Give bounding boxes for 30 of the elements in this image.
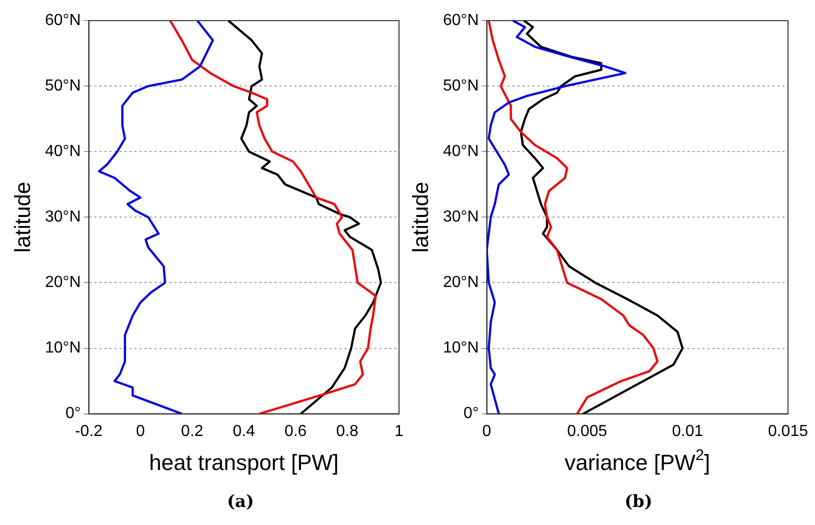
x-tick-label: 1 — [394, 422, 404, 440]
y-tick-label: 30°N — [45, 208, 81, 226]
y-tick-label: 0° — [65, 405, 81, 422]
y-tick-label: 0° — [463, 405, 479, 422]
y-tick-label: 50°N — [443, 78, 479, 95]
x-tick-label: 0 — [482, 422, 492, 440]
x-tick-label: 0.005 — [567, 422, 608, 440]
text: (a) — [226, 492, 256, 512]
y-tick-label: 20°N — [45, 274, 81, 292]
y-tick-label: 40°N — [443, 143, 479, 160]
y-axis-title: latitude — [10, 182, 35, 253]
y-tick-label: 40°N — [45, 143, 81, 160]
y-tick-label: 50°N — [45, 78, 81, 95]
x-tick-label: 0.6 — [284, 422, 307, 440]
y-tick-label: 60°N — [443, 12, 479, 30]
x-tick-label: -0.2 — [74, 422, 103, 440]
text: (b) — [624, 492, 654, 512]
y-tick-label: 10°N — [45, 340, 81, 357]
y-tick-label: 60°N — [45, 12, 81, 30]
x-axis-title: heat transport [PW] — [149, 450, 339, 475]
y-tick-label: 30°N — [443, 208, 479, 226]
x-tick-label: 0.015 — [768, 422, 808, 440]
x-tick-label: 0.8 — [336, 422, 359, 440]
y-tick-label: 10°N — [443, 340, 479, 357]
y-axis-title: latitude — [408, 182, 433, 253]
x-tick-label: 0 — [136, 422, 146, 440]
y-tick-label: 20°N — [443, 274, 479, 292]
x-tick-label: 0.4 — [232, 422, 256, 440]
x-tick-label: 0.01 — [672, 422, 704, 440]
x-tick-label: 0.2 — [181, 422, 204, 440]
